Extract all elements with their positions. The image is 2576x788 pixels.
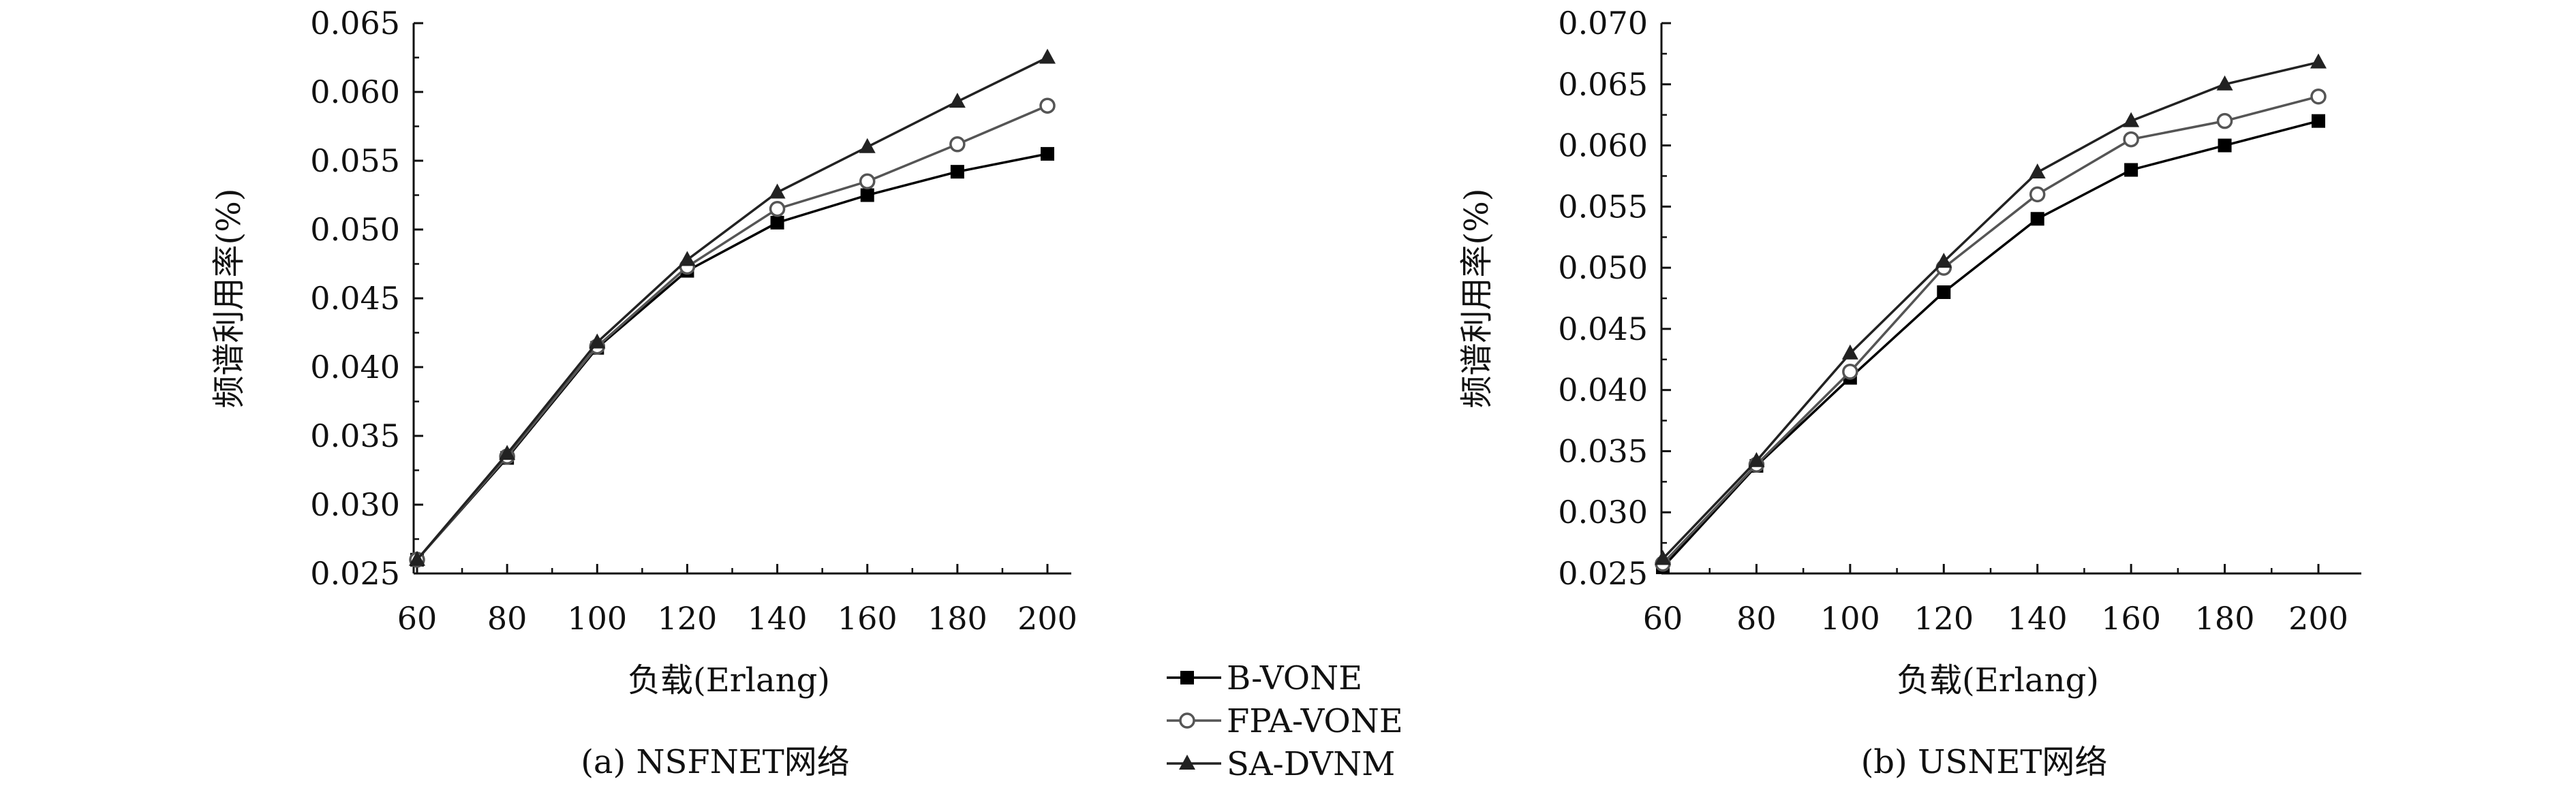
- y-tick-label: 0.040: [310, 349, 400, 385]
- data-point-b-vone: [950, 165, 964, 179]
- data-point-sa-dvnm: [1039, 48, 1056, 64]
- x-tick-label: 200: [2288, 600, 2348, 637]
- data-point-b-vone: [770, 215, 784, 230]
- data-point-b-vone: [1937, 285, 1951, 300]
- y-tick-label: 0.025: [1558, 555, 1648, 592]
- series-line-b-vone: [1661, 119, 2319, 569]
- x-tick-label: 60: [397, 600, 438, 637]
- data-point-b-vone: [2030, 212, 2044, 226]
- y-tick-label: 0.040: [1558, 372, 1648, 409]
- series-line-sa-dvnm: [1661, 61, 2319, 560]
- data-point-sa-dvnm: [859, 138, 876, 153]
- data-point-fpa-vone: [2123, 131, 2139, 148]
- data-point-fpa-vone: [2216, 112, 2233, 129]
- data-point-fpa-vone: [949, 136, 966, 153]
- data-point-sa-dvnm: [1655, 550, 1671, 565]
- legend-marker: [1179, 755, 1195, 770]
- y-tick-label: 0.025: [310, 555, 400, 592]
- data-point-sa-dvnm: [2310, 53, 2327, 69]
- legend-marker: [1180, 671, 1194, 684]
- data-point-sa-dvnm: [409, 550, 425, 566]
- y-tick-label: 0.065: [310, 5, 400, 42]
- y-tick-label: 0.065: [1558, 66, 1648, 103]
- x-tick-label: 140: [748, 600, 808, 637]
- y-tick-label: 0.035: [310, 417, 400, 454]
- x-tick-label: 200: [1017, 600, 1077, 637]
- x-tick-label: 100: [1820, 600, 1880, 637]
- x-tick-label: 80: [487, 600, 527, 637]
- x-tick-label: 140: [2008, 600, 2068, 637]
- y-axis-title: 频谱利用率(%): [1458, 188, 1496, 408]
- data-point-sa-dvnm: [589, 333, 606, 349]
- x-tick-label: 60: [1643, 600, 1683, 637]
- data-point-b-vone: [2218, 138, 2232, 153]
- legend-label: FPA-VONE: [1227, 702, 1403, 740]
- legend-label: SA-DVNM: [1227, 745, 1395, 783]
- y-tick-label: 0.045: [310, 280, 400, 317]
- data-point-sa-dvnm: [1841, 344, 1858, 360]
- x-tick-label: 160: [2101, 600, 2161, 637]
- x-axis-title: 负载(Erlang): [628, 661, 830, 699]
- y-tick-label: 0.050: [1558, 249, 1648, 286]
- y-tick-label: 0.060: [1558, 127, 1648, 164]
- y-tick-label: 0.055: [310, 142, 400, 179]
- series-line-b-vone: [416, 153, 1048, 561]
- panel-caption: (b) USNET网络: [1861, 743, 2108, 781]
- data-point-sa-dvnm: [2123, 112, 2140, 127]
- y-tick-label: 0.050: [310, 211, 400, 248]
- series-line-sa-dvnm: [416, 56, 1048, 561]
- legend: B-VONE FPA-VONE SA-DVNM: [1167, 659, 1403, 783]
- x-tick-label: 160: [838, 600, 898, 637]
- y-tick-label: 0.030: [310, 486, 400, 523]
- chart-nsfnet: 0.025 0.030 0.035 0.040 0.045 0.050 0.055 0.060…: [210, 5, 1077, 781]
- y-axis-title: 频谱利用率(%): [210, 188, 248, 408]
- x-tick-label: 180: [2195, 600, 2255, 637]
- data-point-fpa-vone: [1842, 363, 1858, 380]
- data-point-sa-dvnm: [949, 93, 966, 108]
- data-point-fpa-vone: [859, 173, 876, 190]
- x-tick-label: 120: [658, 600, 718, 637]
- x-tick-label: 100: [567, 600, 627, 637]
- data-point-b-vone: [2312, 114, 2325, 128]
- y-tick-label: 0.070: [1558, 5, 1648, 42]
- data-point-b-vone: [2124, 163, 2138, 177]
- legend-marker: [1179, 712, 1195, 729]
- series-line-fpa-vone: [1661, 95, 2319, 565]
- legend-label: B-VONE: [1227, 659, 1362, 697]
- data-point-fpa-vone: [2310, 88, 2327, 105]
- data-point-sa-dvnm: [1748, 452, 1765, 467]
- y-tick-label: 0.030: [1558, 494, 1648, 531]
- x-tick-label: 180: [927, 600, 987, 637]
- x-tick-label: 80: [1736, 600, 1777, 637]
- data-point-sa-dvnm: [499, 445, 516, 460]
- x-tick-label: 120: [1914, 600, 1974, 637]
- x-axis-title: 负载(Erlang): [1897, 661, 2099, 699]
- panel-caption: (a) NSFNET网络: [581, 743, 850, 781]
- data-point-sa-dvnm: [2216, 75, 2233, 91]
- data-point-fpa-vone: [1039, 97, 1056, 114]
- y-tick-label: 0.055: [1558, 188, 1648, 225]
- y-tick-label: 0.045: [1558, 311, 1648, 347]
- data-point-b-vone: [1041, 146, 1054, 161]
- series-line-fpa-vone: [416, 104, 1048, 561]
- data-point-sa-dvnm: [769, 183, 786, 199]
- data-point-fpa-vone: [2029, 186, 2046, 203]
- data-point-fpa-vone: [769, 200, 786, 217]
- y-tick-label: 0.060: [310, 74, 400, 110]
- data-point-sa-dvnm: [1935, 253, 1952, 268]
- data-point-sa-dvnm: [2029, 163, 2046, 179]
- y-tick-label: 0.035: [1558, 432, 1648, 469]
- data-point-b-vone: [860, 188, 874, 202]
- chart-usnet: 0.025 0.030 0.035 0.040 0.045 0.050 0.055 0.060…: [1458, 5, 2361, 781]
- data-point-sa-dvnm: [679, 251, 696, 266]
